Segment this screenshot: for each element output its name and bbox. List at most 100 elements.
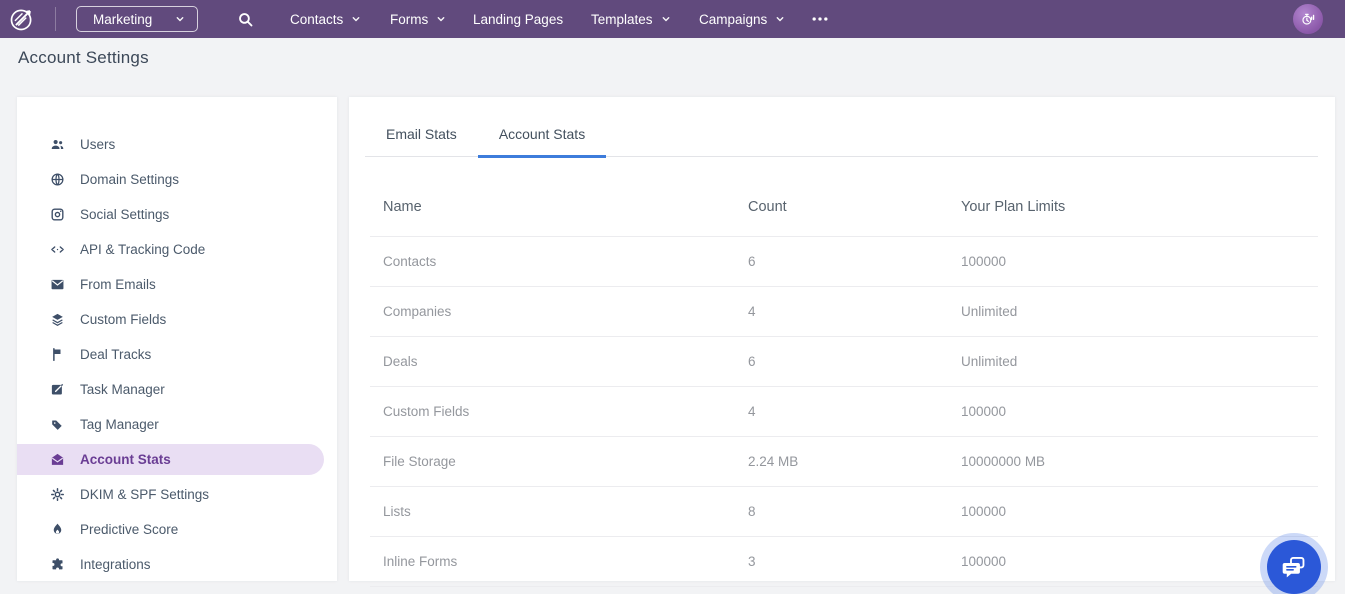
sidebar-item-label: Custom Fields <box>80 312 167 327</box>
tab-email-stats[interactable]: Email Stats <box>365 97 478 158</box>
camera-icon <box>50 207 65 222</box>
sidebar-item-label: API & Tracking Code <box>80 242 206 257</box>
tab-label: Account Stats <box>498 126 586 142</box>
table-row: Contacts 6 100000 <box>370 237 1318 287</box>
settings-sidebar: Users Domain Settings Social Settings AP… <box>17 97 337 581</box>
nav-item-contacts[interactable]: Contacts <box>290 0 361 38</box>
cell-count: 6 <box>748 254 756 269</box>
sidebar-item-task-manager[interactable]: Task Manager <box>17 372 337 407</box>
users-icon <box>50 137 65 152</box>
sidebar-item-label: Tag Manager <box>80 417 159 432</box>
sidebar-item-label: Users <box>80 137 116 152</box>
page-title: Account Settings <box>18 48 149 67</box>
sidebar-item-tag-manager[interactable]: Tag Manager <box>17 407 337 442</box>
sidebar-item-account-stats[interactable]: Account Stats <box>17 444 324 475</box>
account-stats-panel: Email Stats Account Stats Name Count You… <box>349 97 1335 587</box>
cell-count: 6 <box>748 354 756 369</box>
nav-item-campaigns[interactable]: Campaigns <box>699 0 785 38</box>
sidebar-item-label: Task Manager <box>80 382 165 397</box>
sidebar-item-api-tracking-code[interactable]: API & Tracking Code <box>17 232 337 267</box>
envelope-icon <box>50 277 65 292</box>
column-header-plan-limits: Your Plan Limits <box>961 199 1066 215</box>
sidebar-item-social-settings[interactable]: Social Settings <box>17 197 337 232</box>
topbar-divider <box>55 7 56 31</box>
table-row: Custom Fields 4 100000 <box>370 387 1318 437</box>
flame-icon <box>50 522 65 537</box>
stopwatch-avatar-icon <box>1302 13 1315 25</box>
table-header-row: Name Count Your Plan Limits <box>370 157 1318 237</box>
table-row: Companies 4 Unlimited <box>370 287 1318 337</box>
sidebar-item-domain-settings[interactable]: Domain Settings <box>17 162 337 197</box>
cell-count: 4 <box>748 404 756 419</box>
sidebar-item-integrations[interactable]: Integrations <box>17 547 337 582</box>
cell-name: File Storage <box>383 454 456 469</box>
code-icon <box>50 242 65 257</box>
sidebar-item-users[interactable]: Users <box>17 127 337 162</box>
tag-icon <box>50 417 65 432</box>
top-navigation-bar: Marketing Contacts Forms Landing Pages T… <box>0 0 1345 38</box>
table-row: Lists 8 100000 <box>370 487 1318 537</box>
chat-widget-button[interactable] <box>1267 540 1321 594</box>
chevron-down-icon <box>662 17 669 22</box>
puzzle-icon <box>50 557 65 572</box>
cell-count: 4 <box>748 304 756 319</box>
nav-item-label: Campaigns <box>699 11 768 27</box>
cell-limit: 100000 <box>961 254 1007 269</box>
sidebar-item-label: From Emails <box>80 277 156 292</box>
sidebar-item-label: Domain Settings <box>80 172 180 187</box>
nav-item-landing-pages[interactable]: Landing Pages <box>473 0 563 38</box>
settings-menu: Users Domain Settings Social Settings AP… <box>17 97 337 582</box>
stats-tabs: Email Stats Account Stats <box>365 97 1318 158</box>
flag-icon <box>50 347 65 362</box>
table-row: Inline Forms 3 100000 <box>370 537 1318 587</box>
chevron-down-icon <box>176 17 184 22</box>
sidebar-item-predictive-score[interactable]: Predictive Score <box>17 512 337 547</box>
brand-logo-icon[interactable] <box>7 4 37 34</box>
cell-count: 2.24 MB <box>748 454 799 469</box>
cell-name: Deals <box>383 354 418 369</box>
cell-limit: Unlimited <box>961 354 1018 369</box>
sidebar-item-from-emails[interactable]: From Emails <box>17 267 337 302</box>
cell-name: Custom Fields <box>383 404 470 419</box>
sidebar-item-label: DKIM & SPF Settings <box>80 487 210 502</box>
chat-bubbles-icon <box>1282 557 1305 578</box>
tab-account-stats[interactable]: Account Stats <box>477 97 607 158</box>
search-button[interactable] <box>237 0 254 38</box>
cell-limit: Unlimited <box>961 304 1018 319</box>
edit-square-icon <box>50 382 65 397</box>
sidebar-item-custom-fields[interactable]: Custom Fields <box>17 302 337 337</box>
layers-icon <box>50 312 65 327</box>
sidebar-item-label: Social Settings <box>80 207 170 222</box>
column-header-count: Count <box>748 199 787 215</box>
nav-item-label: Landing Pages <box>473 11 564 27</box>
cell-limit: 100000 <box>961 554 1007 569</box>
cell-count: 3 <box>748 554 756 569</box>
cell-limit: 100000 <box>961 404 1007 419</box>
column-header-name: Name <box>383 199 422 215</box>
sidebar-item-label: Account Stats <box>80 452 171 467</box>
nav-item-forms[interactable]: Forms <box>390 0 446 38</box>
cell-limit: 10000000 MB <box>961 454 1046 469</box>
envelope-open-icon <box>50 452 65 467</box>
product-switcher-button[interactable]: Marketing <box>76 6 198 32</box>
sidebar-item-label: Predictive Score <box>80 522 179 537</box>
sidebar-item-dkim-spf-settings[interactable]: DKIM & SPF Settings <box>17 477 337 512</box>
more-menu-button[interactable] <box>810 0 830 38</box>
ellipsis-icon <box>812 17 828 21</box>
sidebar-item-label: Integrations <box>80 557 151 572</box>
gear-icon <box>50 487 65 502</box>
sidebar-item-deal-tracks[interactable]: Deal Tracks <box>17 337 337 372</box>
tab-label: Email Stats <box>386 126 457 142</box>
nav-item-label: Forms <box>390 11 429 27</box>
user-avatar[interactable] <box>1293 4 1323 34</box>
table-row: Deals 6 Unlimited <box>370 337 1318 387</box>
nav-item-templates[interactable]: Templates <box>591 0 671 38</box>
nav-item-label: Contacts <box>290 11 344 27</box>
table-row: File Storage 2.24 MB 10000000 MB <box>370 437 1318 487</box>
cell-name: Companies <box>383 304 452 319</box>
chevron-down-icon <box>437 17 445 22</box>
cell-limit: 100000 <box>961 504 1007 519</box>
chevron-down-icon <box>352 17 360 22</box>
nav-item-label: Templates <box>591 11 653 27</box>
account-stats-table: Name Count Your Plan Limits Contacts 6 1… <box>370 157 1318 587</box>
